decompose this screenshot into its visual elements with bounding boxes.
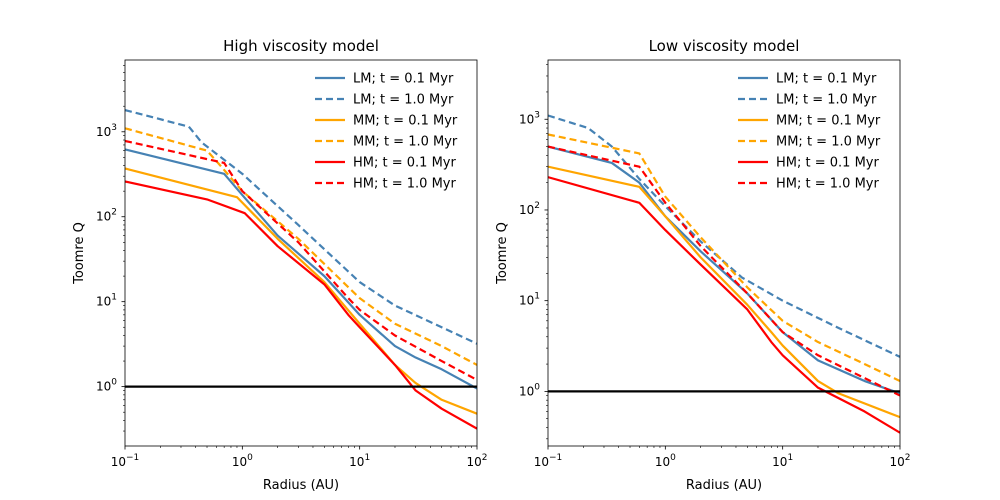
legend-label: LM; t = 1.0 Myr — [353, 93, 454, 108]
y-tick-label: 103 — [519, 110, 540, 126]
y-tick-label: 101 — [519, 292, 540, 308]
chart-title: High viscosity model — [223, 37, 379, 55]
series-line-2 — [125, 109, 477, 345]
plot-frame — [124, 59, 478, 447]
legend-label: MM; t = 1.0 Myr — [353, 135, 458, 150]
x-tick-label: 102 — [889, 453, 910, 469]
legend: LM; t = 0.1 Myr LM; t = 1.0 Myr MM; t = 0.… — [315, 72, 458, 192]
y-tick-label: 102 — [519, 201, 540, 217]
x-axis-label: Radius (AU) — [686, 478, 762, 493]
chart-panel-2: 10−1 100 101 102 100 101 102 103 Low viscosity m… — [495, 37, 911, 493]
legend-label: MM; t = 0.1 Myr — [776, 114, 881, 129]
y-axis-label: Toomre Q — [72, 222, 87, 285]
x-tick-label: 101 — [772, 453, 793, 469]
y-axis-label: Toomre Q — [495, 222, 510, 285]
legend-label: HM; t = 1.0 Myr — [353, 177, 456, 192]
series-line-1 — [548, 145, 900, 395]
series-line-2 — [548, 114, 900, 358]
series-line-5 — [125, 180, 477, 430]
y-tick-label: 100 — [96, 378, 117, 394]
series-line-6 — [125, 139, 477, 381]
chart-title: Low viscosity model — [649, 37, 800, 55]
y-tick-label: 100 — [519, 382, 540, 398]
legend-label: MM; t = 0.1 Myr — [353, 114, 458, 129]
chart-panel-1: 10−1 100 101 102 100 101 102 103 High viscosity … — [72, 37, 488, 493]
x-tick-label: 102 — [466, 453, 487, 469]
plot-frame — [547, 59, 901, 447]
x-tick-label: 10−1 — [111, 453, 140, 469]
series-line-3 — [548, 165, 900, 419]
series-line-5 — [548, 176, 900, 434]
x-tick-label: 100 — [655, 453, 676, 469]
legend-label: MM; t = 1.0 Myr — [776, 135, 881, 150]
series-line-4 — [125, 127, 477, 366]
series-line-4 — [548, 133, 900, 383]
x-axis-label: Radius (AU) — [263, 478, 339, 493]
legend-label: HM; t = 0.1 Myr — [353, 156, 456, 171]
x-tick-label: 100 — [232, 453, 253, 469]
legend: LM; t = 0.1 Myr LM; t = 1.0 Myr MM; t = 0.… — [738, 72, 881, 192]
legend-label: LM; t = 0.1 Myr — [776, 72, 877, 87]
y-tick-label: 102 — [96, 208, 117, 224]
x-tick-label: 10−1 — [534, 453, 563, 469]
series-line-6 — [548, 145, 900, 397]
y-tick-label: 101 — [96, 293, 117, 309]
series-line-3 — [125, 167, 477, 415]
x-tick-label: 101 — [349, 453, 370, 469]
legend-label: LM; t = 0.1 Myr — [353, 72, 454, 87]
series-line-1 — [125, 148, 477, 390]
y-tick-label: 103 — [96, 123, 117, 139]
legend-label: HM; t = 1.0 Myr — [776, 177, 879, 192]
legend-label: HM; t = 0.1 Myr — [776, 156, 879, 171]
legend-label: LM; t = 1.0 Myr — [776, 93, 877, 108]
